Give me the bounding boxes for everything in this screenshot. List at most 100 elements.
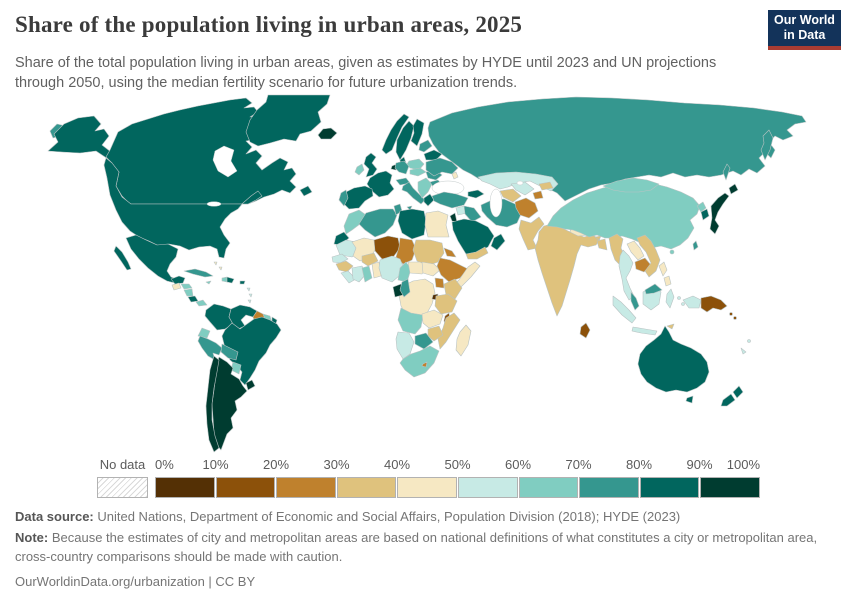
country-zambia[interactable] <box>421 309 444 329</box>
legend-bin-70-80%[interactable] <box>579 477 639 498</box>
country-dominican-republic[interactable] <box>226 276 235 284</box>
country-ireland[interactable] <box>354 163 365 176</box>
country-bhutan[interactable] <box>594 235 602 241</box>
country-eritrea[interactable] <box>443 247 457 258</box>
country-bolivia[interactable] <box>220 343 239 361</box>
country-solomon-islands[interactable] <box>729 312 733 316</box>
country-brazil[interactable] <box>221 316 282 386</box>
country-usa[interactable] <box>103 157 263 259</box>
owid-url-link[interactable]: OurWorldinData.org/urbanization <box>15 574 205 589</box>
country-south-korea[interactable] <box>700 208 710 221</box>
country-ghana[interactable] <box>361 265 373 283</box>
country-lesotho[interactable] <box>421 361 428 368</box>
country-yemen[interactable] <box>465 246 489 260</box>
country-pakistan[interactable] <box>518 216 545 251</box>
country-kyrgyzstan[interactable] <box>538 181 554 191</box>
country-puerto-rico[interactable] <box>239 280 246 285</box>
country-greece[interactable] <box>423 193 435 207</box>
country-germany[interactable] <box>394 160 410 175</box>
country-iceland[interactable] <box>317 127 338 140</box>
country-mongolia[interactable] <box>602 177 660 193</box>
country-italy-sicily[interactable] <box>406 205 413 211</box>
country-chile[interactable] <box>205 355 220 453</box>
country-caucasus[interactable] <box>467 189 485 199</box>
country-laos[interactable] <box>626 240 645 261</box>
country-south-sudan[interactable] <box>421 261 441 277</box>
country-cuba[interactable] <box>183 268 214 278</box>
country-vietnam[interactable] <box>636 234 661 278</box>
country-saudi-arabia[interactable] <box>451 218 495 255</box>
country-new-caledonia[interactable] <box>740 347 747 355</box>
country-malaysia-borneo[interactable] <box>644 283 663 295</box>
country-japan-hokkaido[interactable] <box>728 183 739 195</box>
country-south-africa[interactable] <box>399 345 440 378</box>
country-japan[interactable] <box>709 192 730 235</box>
country-panama[interactable] <box>195 299 208 307</box>
legend-no-data-swatch[interactable] <box>97 477 148 498</box>
country-turkmenistan[interactable] <box>499 188 522 203</box>
country-australia[interactable] <box>637 325 710 393</box>
country-senegal[interactable] <box>331 253 349 264</box>
country-ethiopia[interactable] <box>436 257 469 283</box>
country-canada-newfoundland[interactable] <box>299 185 313 197</box>
country-lesser-antilles[interactable] <box>246 287 253 304</box>
country-zimbabwe[interactable] <box>427 325 444 342</box>
legend-bin-30-40%[interactable] <box>336 477 397 498</box>
country-spain[interactable] <box>341 185 374 210</box>
country-israel-jordan[interactable] <box>449 212 458 223</box>
country-sri-lanka[interactable] <box>579 322 591 339</box>
country-philippines[interactable] <box>658 261 672 287</box>
country-north-korea[interactable] <box>696 201 707 213</box>
country-new-zealand-south[interactable] <box>720 393 736 407</box>
country-indonesia-sulawesi[interactable] <box>665 288 675 309</box>
country-niger[interactable] <box>373 235 401 260</box>
country-congo[interactable] <box>399 278 411 298</box>
country-costa-rica[interactable] <box>187 295 199 303</box>
country-mexico-yucatan[interactable] <box>170 275 186 285</box>
country-algeria[interactable] <box>358 208 398 238</box>
country-botswana[interactable] <box>414 332 434 350</box>
country-italy[interactable] <box>401 181 426 205</box>
country-norway[interactable] <box>381 113 410 155</box>
owid-logo[interactable]: Our World in Data <box>768 10 841 50</box>
country-greenland[interactable] <box>245 94 331 147</box>
country-angola[interactable] <box>397 307 424 335</box>
country-belarus[interactable] <box>423 149 443 161</box>
legend-bin-90-100%[interactable] <box>700 477 760 498</box>
country-indonesia-moluccas[interactable] <box>677 296 681 300</box>
country-guatemala[interactable] <box>171 282 182 291</box>
country-afghanistan[interactable] <box>514 197 539 219</box>
legend-bin-60-70%[interactable] <box>518 477 579 498</box>
country-russia-kamchatka[interactable] <box>760 129 774 161</box>
country-turkey[interactable] <box>431 191 469 209</box>
country-iraq[interactable] <box>463 205 482 223</box>
country-guinea[interactable] <box>335 260 354 273</box>
country-alaska[interactable] <box>47 115 117 164</box>
country-russia-sakhalin[interactable] <box>722 163 731 181</box>
country-jamaica[interactable] <box>205 280 212 285</box>
country-china-hainan[interactable] <box>669 249 675 255</box>
country-morocco[interactable] <box>343 209 367 235</box>
country-new-zealand-north[interactable] <box>732 385 744 399</box>
country-uganda[interactable] <box>434 277 445 289</box>
country-peru[interactable] <box>197 335 223 361</box>
country-papua-new-guinea[interactable] <box>700 295 728 313</box>
country-ecuador[interactable] <box>197 327 211 339</box>
legend-bin-80-90%[interactable] <box>639 477 700 498</box>
country-balkans[interactable] <box>417 177 433 199</box>
country-czechia-hungary[interactable] <box>409 167 427 177</box>
country-india[interactable] <box>534 223 601 317</box>
legend-bin-0-10%[interactable] <box>155 477 215 498</box>
country-indonesia-moluccas-2[interactable] <box>681 302 685 306</box>
country-oman[interactable] <box>490 233 506 251</box>
country-honduras[interactable] <box>180 283 193 290</box>
country-togo-benin[interactable] <box>371 261 382 279</box>
country-madagascar[interactable] <box>455 324 472 357</box>
country-indonesia-java[interactable] <box>631 326 658 336</box>
country-moldova[interactable] <box>451 171 459 180</box>
country-bahamas[interactable] <box>213 261 223 271</box>
country-kenya[interactable] <box>443 278 463 300</box>
country-haiti[interactable] <box>221 276 228 283</box>
country-nicaragua[interactable] <box>183 288 194 297</box>
country-tajikistan[interactable] <box>532 190 544 200</box>
